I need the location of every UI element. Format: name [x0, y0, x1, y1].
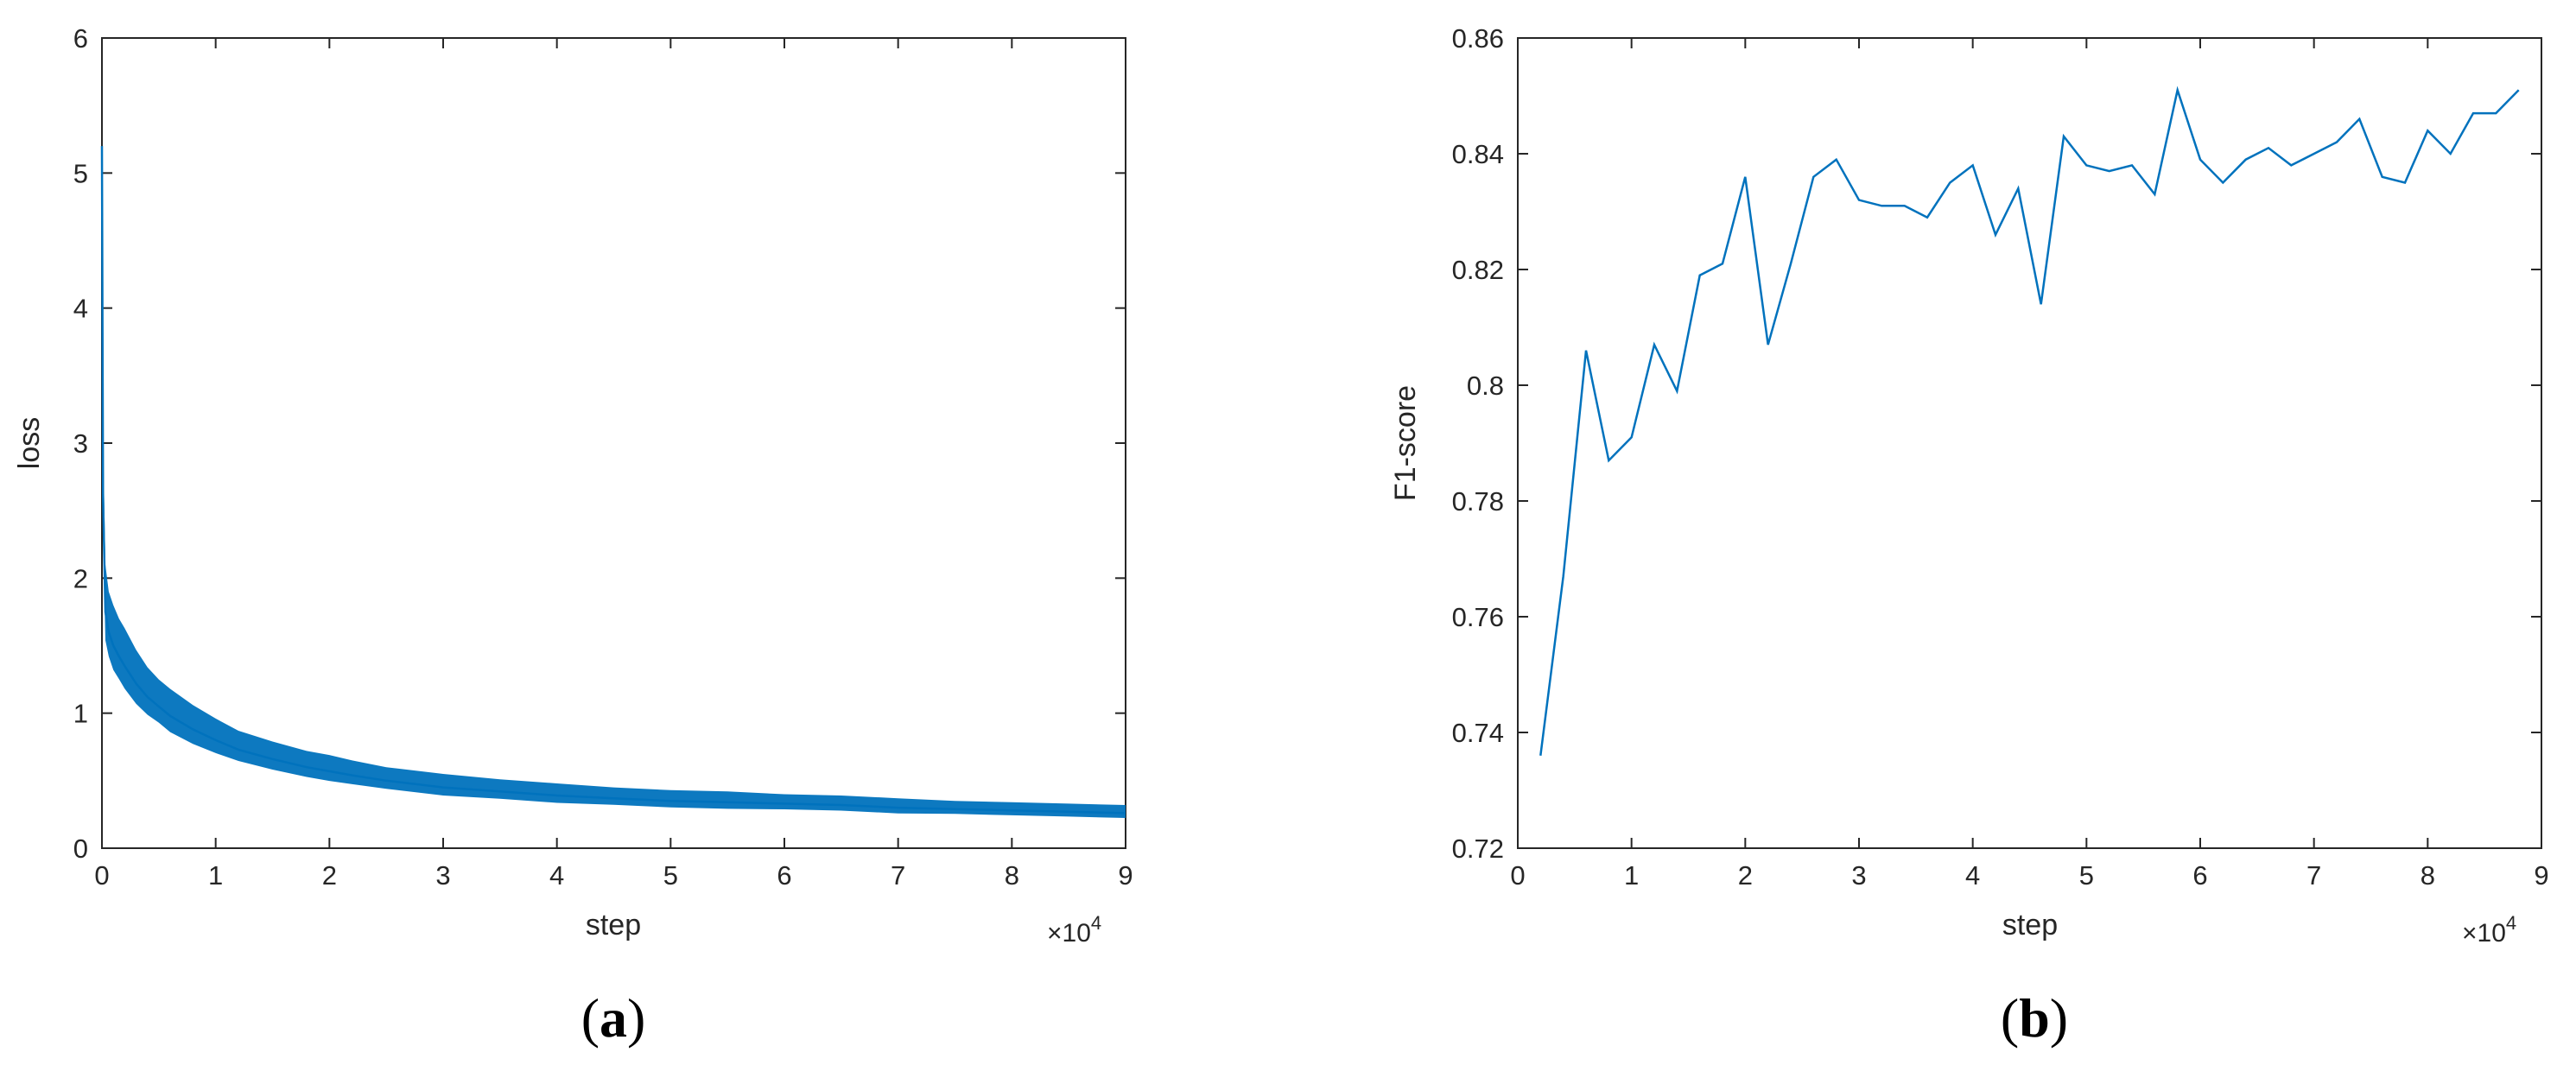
loss-x-axis: 0 1 2 3 4 5 6 7 8 9 [94, 38, 1133, 891]
f1-y-tick-label: 0.72 [1452, 834, 1504, 864]
loss-y-tick-label: 0 [73, 834, 88, 864]
loss-y-tick-label: 6 [73, 23, 88, 54]
panel-label-b-open: ( [2001, 987, 2019, 1049]
loss-y-tick-label: 4 [73, 294, 88, 324]
f1-plot-area [1517, 37, 2542, 849]
loss-line [100, 146, 1126, 815]
f1-x-multiplier: ×104 [2462, 912, 2516, 948]
loss-y-axis-label: loss [13, 417, 46, 469]
loss-y-tick-label: 2 [73, 563, 88, 593]
loss-x-multiplier: ×104 [1047, 912, 1101, 948]
f1-x-tick-label: 4 [1965, 860, 1980, 891]
panel-label-a-close: ) [627, 987, 645, 1049]
loss-x-axis-label: step [586, 909, 641, 941]
f1-y-tick-label: 0.86 [1452, 23, 1504, 54]
f1-x-multiplier-exponent: 4 [2506, 912, 2516, 934]
f1-x-axis: 0 1 2 3 4 5 6 7 8 9 [1510, 38, 2549, 891]
f1-x-tick-label: 2 [1738, 860, 1753, 891]
loss-x-tick-label: 7 [891, 860, 905, 891]
loss-x-tick-label: 2 [322, 860, 337, 891]
f1-chart: 0.72 0.74 0.76 0.78 0.8 0.82 0.84 0.86 0 1 2 3 4 5 6 7… [1389, 23, 2549, 1049]
loss-x-tick-label: 6 [777, 860, 791, 891]
f1-x-tick-label: 1 [1624, 860, 1639, 891]
loss-line-group [100, 139, 1126, 819]
f1-x-tick-label: 6 [2192, 860, 2207, 891]
loss-x-tick-label: 4 [549, 860, 564, 891]
f1-x-tick-label: 9 [2534, 860, 2548, 891]
f1-y-axis: 0.72 0.74 0.76 0.78 0.8 0.82 0.84 0.86 [1452, 23, 2541, 864]
f1-y-tick-label: 0.82 [1452, 255, 1504, 285]
loss-y-tick-label: 5 [73, 158, 88, 188]
panel-label-a-open: ( [581, 987, 600, 1049]
panel-label-b-letter: b [2019, 987, 2050, 1049]
f1-y-tick-label: 0.78 [1452, 486, 1504, 517]
loss-x-tick-label: 5 [663, 860, 678, 891]
f1-y-tick-label: 0.74 [1452, 718, 1504, 748]
f1-x-axis-label: step [2002, 909, 2058, 941]
f1-x-multiplier-base: ×10 [2462, 919, 2506, 948]
f1-y-axis-label: F1-score [1389, 385, 1422, 501]
f1-x-tick-label: 8 [2421, 860, 2435, 891]
loss-y-axis: 0 1 2 3 4 5 6 [73, 23, 1126, 864]
panel-label-a[interactable]: (a) [581, 987, 646, 1049]
loss-y-tick-label: 3 [73, 428, 88, 459]
panel-label-a-letter: a [600, 987, 627, 1049]
loss-plot-area [101, 37, 1126, 849]
f1-y-tick-label: 0.84 [1452, 139, 1504, 169]
f1-x-tick-label: 7 [2306, 860, 2321, 891]
loss-x-tick-label: 9 [1118, 860, 1133, 891]
loss-y-tick-label: 1 [73, 699, 88, 729]
loss-x-tick-label: 3 [435, 860, 450, 891]
loss-x-multiplier-base: ×10 [1047, 919, 1091, 948]
loss-x-multiplier-exponent: 4 [1091, 912, 1101, 934]
panel-label-b-close: ) [2050, 987, 2068, 1049]
f1-x-tick-label: 0 [1510, 860, 1525, 891]
panel-label-b[interactable]: (b) [2001, 987, 2068, 1049]
f1-y-tick-label: 0.76 [1452, 602, 1504, 632]
f1-y-tick-label: 0.8 [1467, 371, 1504, 401]
loss-x-tick-label: 1 [208, 860, 223, 891]
loss-x-tick-label: 8 [1005, 860, 1019, 891]
f1-line [1539, 86, 2520, 756]
f1-x-tick-label: 3 [1851, 860, 1866, 891]
loss-x-tick-label: 0 [94, 860, 109, 891]
f1-x-tick-label: 5 [2079, 860, 2094, 891]
